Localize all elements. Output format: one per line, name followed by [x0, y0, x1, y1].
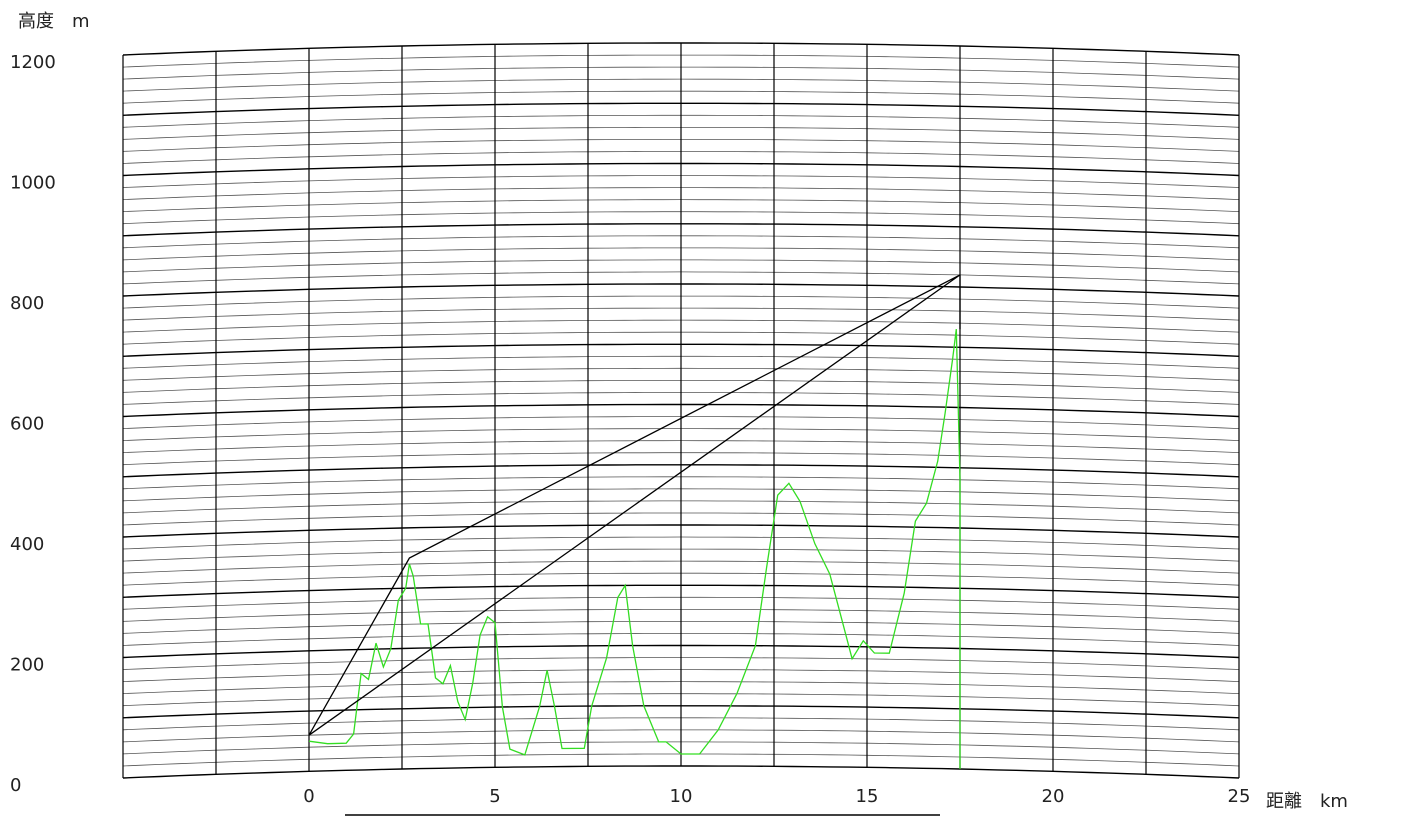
y-tick-label: 200 — [10, 655, 44, 676]
x-tick-label: 0 — [303, 786, 314, 807]
y-tick-label: 600 — [10, 414, 44, 435]
x-tick-label: 25 — [1228, 786, 1251, 807]
y-tick-label: 800 — [10, 293, 44, 314]
y-tick-label: 1200 — [10, 52, 56, 73]
x-tick-label: 20 — [1042, 786, 1065, 807]
grid-line — [122, 765, 1240, 779]
x-tick-label: 15 — [856, 786, 879, 807]
y-tick-label: 0 — [10, 775, 21, 796]
x-tick-label: 10 — [670, 786, 693, 807]
line-series — [308, 274, 961, 736]
x-tick-label: 5 — [489, 786, 500, 807]
y-tick-label: 400 — [10, 534, 44, 555]
line-series — [308, 329, 961, 769]
y-axis-title: 高度 m — [18, 11, 90, 32]
x-axis-title: 距離 km — [1266, 791, 1348, 812]
y-tick-label: 1000 — [10, 173, 56, 194]
